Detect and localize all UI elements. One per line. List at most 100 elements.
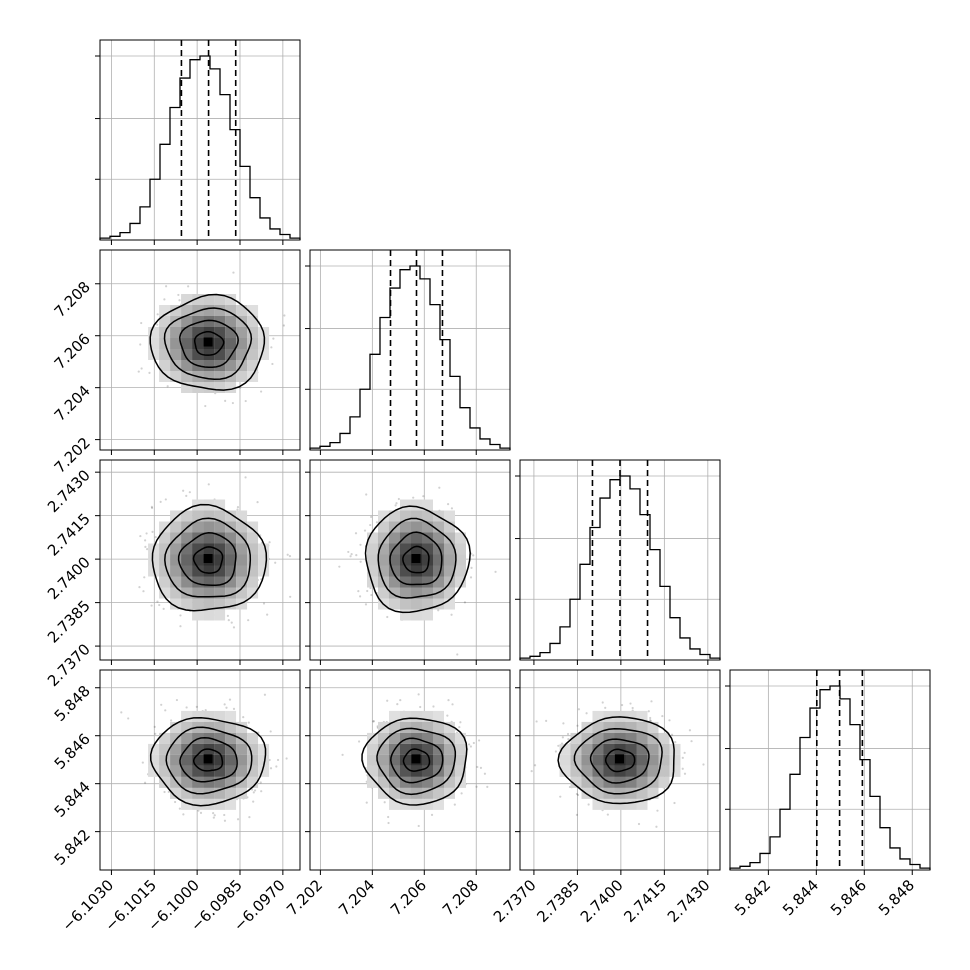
x-tick-label: 7.208 [439,876,482,919]
density-cell [236,776,248,788]
density-cell [225,543,237,555]
density-cell [225,360,237,372]
scatter-point [432,705,435,708]
density-cell [203,710,215,722]
density-cell [410,721,422,733]
density-cell [432,754,444,766]
density-cell [636,787,648,799]
scatter-point [576,793,580,797]
scatter-point [577,708,581,711]
scatter-point [554,750,557,753]
scatter-point [247,619,250,622]
scatter-point [185,494,188,497]
density-cell [236,543,248,555]
scatter-point [262,602,266,605]
density-cell [647,765,659,777]
density-cell [443,565,455,577]
density-cell [236,371,248,383]
density-cell [388,721,400,733]
density-cell [225,532,237,544]
density-cell [225,338,237,350]
density-cell [421,554,433,566]
scatter-point [559,795,562,798]
contour-line [149,293,266,391]
scatter-point [156,313,159,316]
density-cell [366,554,378,566]
histogram-step [519,475,721,660]
density-cell [647,754,659,766]
density-cell [203,360,215,372]
scatter-point [386,699,389,702]
density-cell [181,305,193,317]
scatter-point [369,523,372,527]
density-cell [603,710,615,722]
density-cell [432,798,444,810]
density-cell [236,598,248,610]
scatter-point [212,812,215,815]
scatter-point [139,343,142,346]
density-cell [225,565,237,577]
scatter-point [153,725,156,728]
x-tick-label: 7.206 [387,876,430,919]
scatter-point [585,712,588,715]
density-cell [148,754,160,766]
density-cell [170,349,182,361]
scatter-point [251,788,254,791]
scatter-point [156,323,159,326]
scatter-point [681,756,684,759]
scatter-point [670,733,674,736]
density-cell [170,776,182,788]
scatter-point [244,476,247,479]
scatter-point [375,521,379,524]
scatter-point [365,493,368,496]
density-cell [170,743,182,755]
density-cell [225,587,237,599]
density-cell [225,294,237,306]
scatter-point [451,703,454,706]
scatter-point [681,767,684,770]
density-cell [181,510,193,522]
density-cell [432,776,444,788]
panel-3-1: 7.202 7.204 7.206 7.208 [283,669,511,919]
density-cell [192,316,204,328]
scatter-point [174,800,177,804]
density-cell [236,743,248,755]
density-cell [388,787,400,799]
density-cell [247,349,259,361]
scatter-point [649,716,652,720]
axes-frame [729,669,931,871]
scatter-point [575,813,579,816]
density-cell [388,776,400,788]
density-cell [214,576,226,588]
scatter-point [141,761,144,764]
scatter-point [226,614,229,617]
density-cell [625,743,637,755]
density-cell [625,754,637,766]
scatter-point [178,807,181,810]
density-cell [258,565,270,577]
axes-frame [99,459,301,661]
scatter-point [690,740,693,743]
density-cell [225,316,237,328]
scatter-point [387,821,390,825]
scatter-point [629,702,632,705]
density-cell [159,732,171,744]
density-cell [203,543,215,555]
density-cell [592,710,604,722]
density-cell [421,776,433,788]
density-cell [214,543,226,555]
density-cell [443,554,455,566]
density-cell [647,787,659,799]
density-cell [214,787,226,799]
contour-line [377,517,457,599]
density-cell [366,732,378,744]
scatter-point [422,495,425,498]
density-cell [399,710,411,722]
density-cell [225,743,237,755]
scatter-point [417,693,420,696]
scatter-point [224,399,227,402]
scatter-point [150,505,153,508]
scatter-point [456,653,459,656]
scatter-point [631,706,634,710]
